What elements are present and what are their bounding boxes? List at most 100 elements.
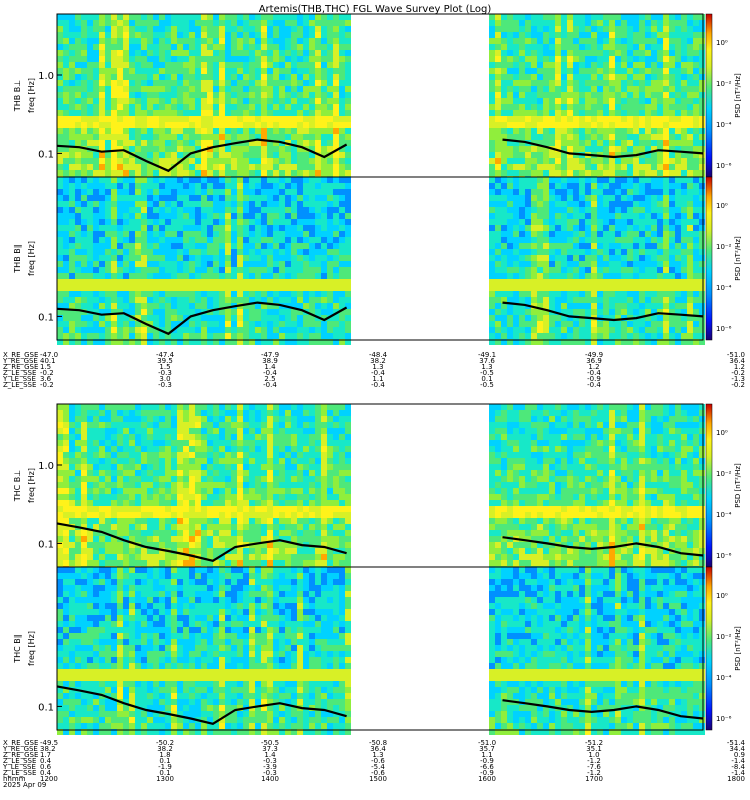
ephemeris-value: 1.7 bbox=[40, 751, 51, 759]
ephemeris-value: 0.4 bbox=[40, 769, 52, 777]
ephemeris-value: -49.1 bbox=[478, 351, 496, 359]
ephemeris-row-label: X_RE_GSE bbox=[3, 739, 38, 747]
ephemeris-row-label: Y_LE_SSE bbox=[2, 375, 36, 383]
ephemeris-value: -0.5 bbox=[480, 369, 494, 377]
ephemeris-value: -1.4 bbox=[731, 769, 745, 777]
ephemeris-value: -0.3 bbox=[158, 369, 172, 377]
ephemeris-row-label: Z_LE_SSE bbox=[3, 381, 36, 389]
ephemeris-value: 38.2 bbox=[40, 745, 56, 753]
ephemeris-value: 1.0 bbox=[588, 751, 599, 759]
y-axis-unit-label: freq [Hz] bbox=[27, 631, 36, 666]
ephemeris-value: -49.9 bbox=[585, 351, 603, 359]
y-tick-label: 1.0 bbox=[38, 461, 54, 472]
spectrogram-panels: 1.0 0.1 THB B⊥ freq [Hz] 10⁰ 10⁻² 10⁻⁴ 10⁻⁶ PSD … bbox=[13, 13, 742, 735]
ephemeris-value: -0.4 bbox=[587, 381, 601, 389]
ephemeris-value: 1.2 bbox=[588, 363, 599, 371]
y-tick-label: 0.1 bbox=[38, 539, 54, 550]
colorbar-tick-label: 10⁰ bbox=[716, 39, 728, 47]
ephemeris-value: -0.6 bbox=[371, 757, 385, 765]
colorbar bbox=[705, 176, 713, 341]
ephemeris-value: 1700 bbox=[585, 775, 603, 783]
ephemeris-row-label: Y_RE_GSE bbox=[2, 745, 38, 753]
ephemeris-value: 37.6 bbox=[479, 357, 495, 365]
ephemeris-table-thb: X_RE_GSEY_RE_GSEZ_RE_GSEZ_LE_SSEY_LE_SSE… bbox=[2, 351, 746, 389]
spectrogram-cells bbox=[57, 404, 705, 572]
ephemeris-value: -1.2 bbox=[587, 757, 601, 765]
panel-frame bbox=[56, 176, 704, 341]
colorbar-tick-label: 10⁰ bbox=[716, 592, 728, 600]
ephemeris-value: 0.1 bbox=[481, 375, 492, 383]
ephemeris-value: -0.4 bbox=[587, 369, 601, 377]
y-tick-label: 0.1 bbox=[38, 149, 54, 160]
y-tick-label: 0.1 bbox=[38, 312, 54, 323]
ephemeris-row-label: Z_RE_GSE bbox=[3, 751, 38, 759]
ephemeris-value: -0.5 bbox=[480, 381, 494, 389]
ephemeris-value: 39.5 bbox=[157, 357, 173, 365]
ephemeris-value: 40.1 bbox=[40, 357, 56, 365]
colorbar-tick-label: 10⁻² bbox=[716, 470, 732, 478]
ephemeris-value: -0.2 bbox=[40, 369, 54, 377]
ephemeris-value: 1.1 bbox=[481, 751, 492, 759]
ephemeris-row-label: Z_LE_SSE bbox=[3, 757, 36, 765]
trace-line-left bbox=[56, 522, 347, 562]
ephemeris-value: -0.3 bbox=[263, 769, 277, 777]
ephemeris-value: 1800 bbox=[727, 775, 745, 783]
ephemeris-value: 35.1 bbox=[586, 745, 602, 753]
ephemeris-value: 38.2 bbox=[370, 357, 386, 365]
ephemeris-value: 35.7 bbox=[479, 745, 495, 753]
ephemeris-value: -0.4 bbox=[263, 369, 277, 377]
colorbar bbox=[705, 566, 713, 731]
ephemeris-value: -0.2 bbox=[40, 381, 54, 389]
spectrogram-cells bbox=[57, 567, 705, 735]
ephemeris-value: 1.2 bbox=[734, 363, 745, 371]
y-axis-probe-label: THB B∥ bbox=[13, 244, 22, 273]
ephemeris-value: 38.9 bbox=[262, 357, 278, 365]
trace-line-right bbox=[502, 138, 704, 159]
ephemeris-row-label: hhmm bbox=[3, 775, 26, 783]
ephemeris-row-label: Z_LE_SSE bbox=[3, 369, 36, 377]
ephemeris-value: 1.5 bbox=[159, 363, 170, 371]
colorbar-tick-label: 10⁰ bbox=[716, 429, 728, 437]
ephemeris-value: -49.5 bbox=[40, 739, 58, 747]
ephemeris-value: 37.3 bbox=[262, 745, 278, 753]
ephemeris-value: -0.6 bbox=[371, 769, 385, 777]
ephemeris-value: -0.9 bbox=[480, 757, 494, 765]
ephemeris-value: -47.9 bbox=[261, 351, 279, 359]
ephemeris-value: 1400 bbox=[261, 775, 279, 783]
ephemeris-value: -0.2 bbox=[731, 369, 745, 377]
panel-thb-perp: 1.0 0.1 THB B⊥ freq [Hz] 10⁰ 10⁻² 10⁻⁴ 10⁻⁶ PSD … bbox=[13, 13, 742, 182]
ephemeris-value: -0.9 bbox=[480, 769, 494, 777]
ephemeris-value: -0.4 bbox=[263, 381, 277, 389]
trace-line-left bbox=[56, 138, 348, 173]
y-tick-label: 1.0 bbox=[38, 71, 54, 82]
colorbar-tick-label: 10⁻² bbox=[716, 80, 732, 88]
colorbar-tick-label: 10⁻⁴ bbox=[716, 674, 732, 682]
ephemeris-value: 38.2 bbox=[157, 745, 173, 753]
trace-line-right bbox=[502, 536, 704, 557]
ephemeris-value: 1200 bbox=[40, 775, 58, 783]
colorbar-tick-label: 10⁻⁴ bbox=[716, 121, 732, 129]
ephemeris-value: 1.3 bbox=[372, 751, 383, 759]
ephemeris-row-label: Y_LE_SSE bbox=[2, 763, 36, 771]
ephemeris-value: -50.8 bbox=[369, 739, 387, 747]
ephemeris-value: 1.8 bbox=[159, 751, 170, 759]
colorbar-tick-label: 10⁻² bbox=[716, 633, 732, 641]
y-axis-probe-label: THC B∥ bbox=[13, 634, 22, 664]
ephemeris-value: -0.2 bbox=[731, 381, 745, 389]
ephemeris-value: -0.4 bbox=[371, 369, 385, 377]
panel-thc-perp: 1.0 0.1 THC B⊥ freq [Hz] 10⁰ 10⁻² 10⁻⁴ 10⁻⁶ PSD … bbox=[13, 403, 742, 572]
ephemeris-value: 0.1 bbox=[159, 769, 170, 777]
ephemeris-value: -47.4 bbox=[156, 351, 175, 359]
ephemeris-value: -1.3 bbox=[731, 375, 745, 383]
spectrogram-cells bbox=[57, 177, 705, 345]
colorbar-tick-label: 10⁻⁶ bbox=[716, 715, 732, 723]
ephemeris-value: 34.4 bbox=[729, 745, 745, 753]
ephemeris-value: -6.6 bbox=[480, 763, 494, 771]
colorbar-tick-label: 10⁻⁴ bbox=[716, 511, 732, 519]
ephemeris-value: -7.6 bbox=[587, 763, 601, 771]
colorbar-label: PSD [nT²/Hz] bbox=[734, 463, 742, 508]
ephemeris-value: -0.9 bbox=[587, 375, 601, 383]
ephemeris-value: 1.1 bbox=[372, 375, 383, 383]
panel-thb-par: 0.1 THB B∥ freq [Hz] 10⁰ 10⁻² 10⁻⁴ 10⁻⁶ PSD [nT… bbox=[13, 176, 742, 345]
